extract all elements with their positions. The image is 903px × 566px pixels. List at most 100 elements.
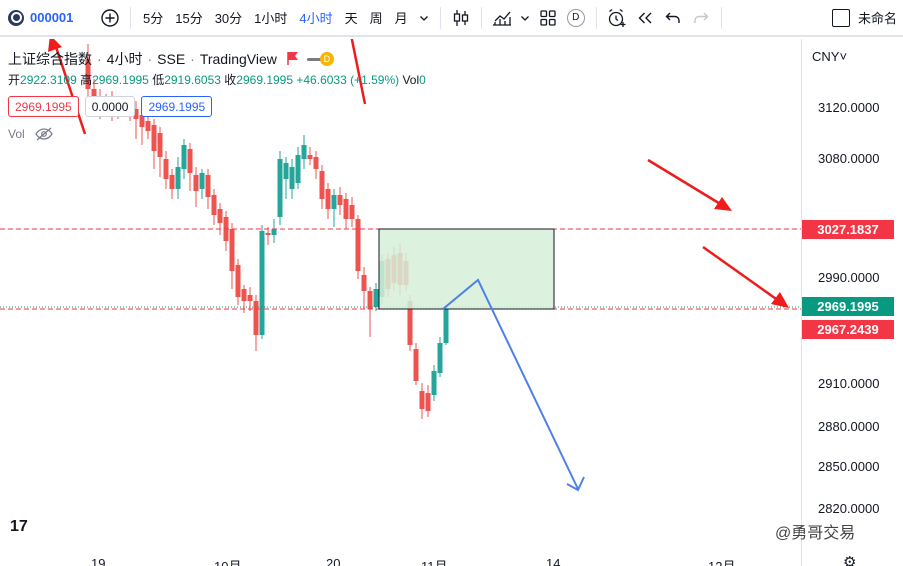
candle-body bbox=[139, 115, 145, 127]
trade-buttons: 2969.1995 0.0000 2969.1995 bbox=[8, 96, 213, 117]
chart-legend[interactable]: 上证综合指数 · 4小时 · SSE · TradingView D bbox=[8, 49, 334, 69]
layout-name: 未命名 bbox=[857, 11, 897, 26]
candle-body bbox=[193, 175, 199, 191]
price-tick: 3080.0000 bbox=[818, 151, 880, 166]
candle-body bbox=[145, 121, 151, 131]
delayed-data-badge: D bbox=[319, 52, 334, 66]
candle-body bbox=[253, 301, 259, 335]
candle-body bbox=[355, 219, 361, 271]
candle-body bbox=[199, 173, 205, 189]
alarm-clock-plus-icon bbox=[608, 8, 626, 27]
chart-canvas[interactable] bbox=[0, 24, 801, 566]
tradingview-logo[interactable]: 17 bbox=[10, 518, 28, 535]
price-tick: 2880.0000 bbox=[818, 419, 880, 434]
candle-body bbox=[425, 393, 431, 411]
candle-body bbox=[431, 371, 437, 395]
candle-body bbox=[187, 149, 193, 173]
candle-body bbox=[343, 199, 349, 219]
time-tick: 14 bbox=[546, 556, 561, 566]
time-tick: 11月 bbox=[421, 556, 448, 566]
market-status-pill[interactable]: D bbox=[306, 52, 334, 66]
projection-arrowhead bbox=[566, 476, 585, 492]
volume-indicator-label: Vol bbox=[8, 127, 25, 141]
open-value: 2922.3109 bbox=[20, 73, 77, 87]
buy-button[interactable]: 2969.1995 bbox=[141, 96, 213, 117]
interval-month-button[interactable]: 月 bbox=[394, 11, 408, 26]
interval-dropdown-button[interactable] bbox=[414, 4, 434, 32]
layout-button[interactable] bbox=[534, 4, 562, 32]
interval-day-button[interactable]: 天 bbox=[344, 11, 358, 26]
annotation-arrow-current-price[interactable] bbox=[702, 245, 789, 308]
time-tick: 12月 bbox=[708, 556, 735, 566]
volume-indicator-legend[interactable]: Vol bbox=[8, 127, 53, 141]
price-tick: 2910.0000 bbox=[818, 376, 880, 391]
undo-button[interactable] bbox=[659, 4, 687, 32]
interval-1h-button[interactable]: 1小时 bbox=[254, 11, 288, 26]
flag-icon[interactable] bbox=[287, 51, 299, 68]
chart-pane[interactable] bbox=[0, 24, 801, 566]
alert-button[interactable] bbox=[603, 4, 631, 32]
candle-body bbox=[163, 159, 169, 179]
rectangle-zone[interactable] bbox=[378, 228, 555, 310]
legend-source: TradingView bbox=[199, 51, 277, 67]
interval-15m-button[interactable]: 15分 bbox=[175, 11, 203, 26]
price-tag-lower-line: 2967.2439 bbox=[802, 320, 894, 339]
sell-button[interactable]: 2969.1995 bbox=[8, 96, 79, 117]
toolbar-divider bbox=[720, 6, 722, 29]
redo-button[interactable] bbox=[687, 4, 715, 32]
candle-body bbox=[367, 291, 373, 309]
toolbar-divider bbox=[130, 6, 131, 29]
annotation-arrow-symbol[interactable] bbox=[48, 35, 87, 135]
change-value: +46.6033 (+1.59%) bbox=[296, 73, 400, 87]
annotation-arrow-interval[interactable] bbox=[347, 24, 367, 105]
rewind-icon bbox=[638, 12, 652, 23]
gear-icon[interactable]: ⚙ bbox=[843, 554, 857, 566]
high-value: 2969.1995 bbox=[92, 73, 149, 87]
author-watermark: @勇哥交易 bbox=[775, 525, 856, 542]
interval-week-button[interactable]: 周 bbox=[369, 11, 383, 26]
redo-arrow-icon bbox=[693, 12, 709, 23]
toolbar-divider bbox=[595, 6, 597, 29]
chevron-down-icon bbox=[419, 15, 428, 21]
replay-button[interactable] bbox=[631, 4, 659, 32]
candle-body bbox=[133, 109, 139, 119]
symbol-search-button[interactable]: 000001 bbox=[0, 0, 96, 36]
candle-body bbox=[283, 163, 289, 179]
price-tick: 2850.0000 bbox=[818, 459, 880, 474]
indicators-dropdown-button[interactable] bbox=[516, 4, 534, 32]
indicators-chart-icon bbox=[492, 11, 511, 26]
projection-path[interactable] bbox=[442, 278, 579, 490]
interval-4h-button[interactable]: 4小时 bbox=[299, 11, 333, 26]
candle-body bbox=[205, 175, 211, 197]
time-tick: 20 bbox=[326, 556, 341, 566]
candle-body bbox=[313, 157, 319, 169]
candle-body bbox=[157, 133, 163, 157]
price-axis[interactable]: CNY˅ 3120.0000 3080.0000 2990.0000 2910.… bbox=[801, 39, 903, 566]
chevron-down-icon bbox=[520, 15, 529, 21]
legend-exchange: SSE bbox=[157, 51, 186, 67]
legend-interval: 4小时 bbox=[106, 51, 143, 67]
save-layout-button[interactable]: 未命名 bbox=[831, 8, 903, 27]
candle-body bbox=[217, 209, 223, 223]
eye-off-icon[interactable] bbox=[34, 127, 53, 141]
candle-body bbox=[151, 125, 157, 151]
currency-selector[interactable]: CNY˅ bbox=[812, 49, 848, 64]
candle-body bbox=[289, 167, 295, 189]
price-tag-current: 2969.1995 bbox=[802, 297, 894, 316]
candle-body bbox=[301, 145, 307, 159]
candle-body bbox=[265, 233, 271, 235]
candle-body bbox=[413, 349, 419, 381]
template-d-button[interactable]: D bbox=[562, 4, 590, 32]
indicators-button[interactable] bbox=[488, 4, 516, 32]
candle-body bbox=[419, 391, 425, 409]
candle-body bbox=[271, 229, 277, 235]
candle-style-button[interactable] bbox=[447, 4, 475, 32]
compare-add-button[interactable] bbox=[96, 4, 124, 32]
candle-body bbox=[307, 155, 313, 159]
interval-5m-button[interactable]: 5分 bbox=[143, 11, 164, 26]
grid-layout-icon bbox=[540, 9, 556, 26]
candle-body bbox=[437, 343, 443, 373]
annotation-arrow-upper-line[interactable] bbox=[647, 158, 732, 211]
candle-body bbox=[325, 189, 331, 209]
interval-30m-button[interactable]: 30分 bbox=[214, 11, 243, 26]
